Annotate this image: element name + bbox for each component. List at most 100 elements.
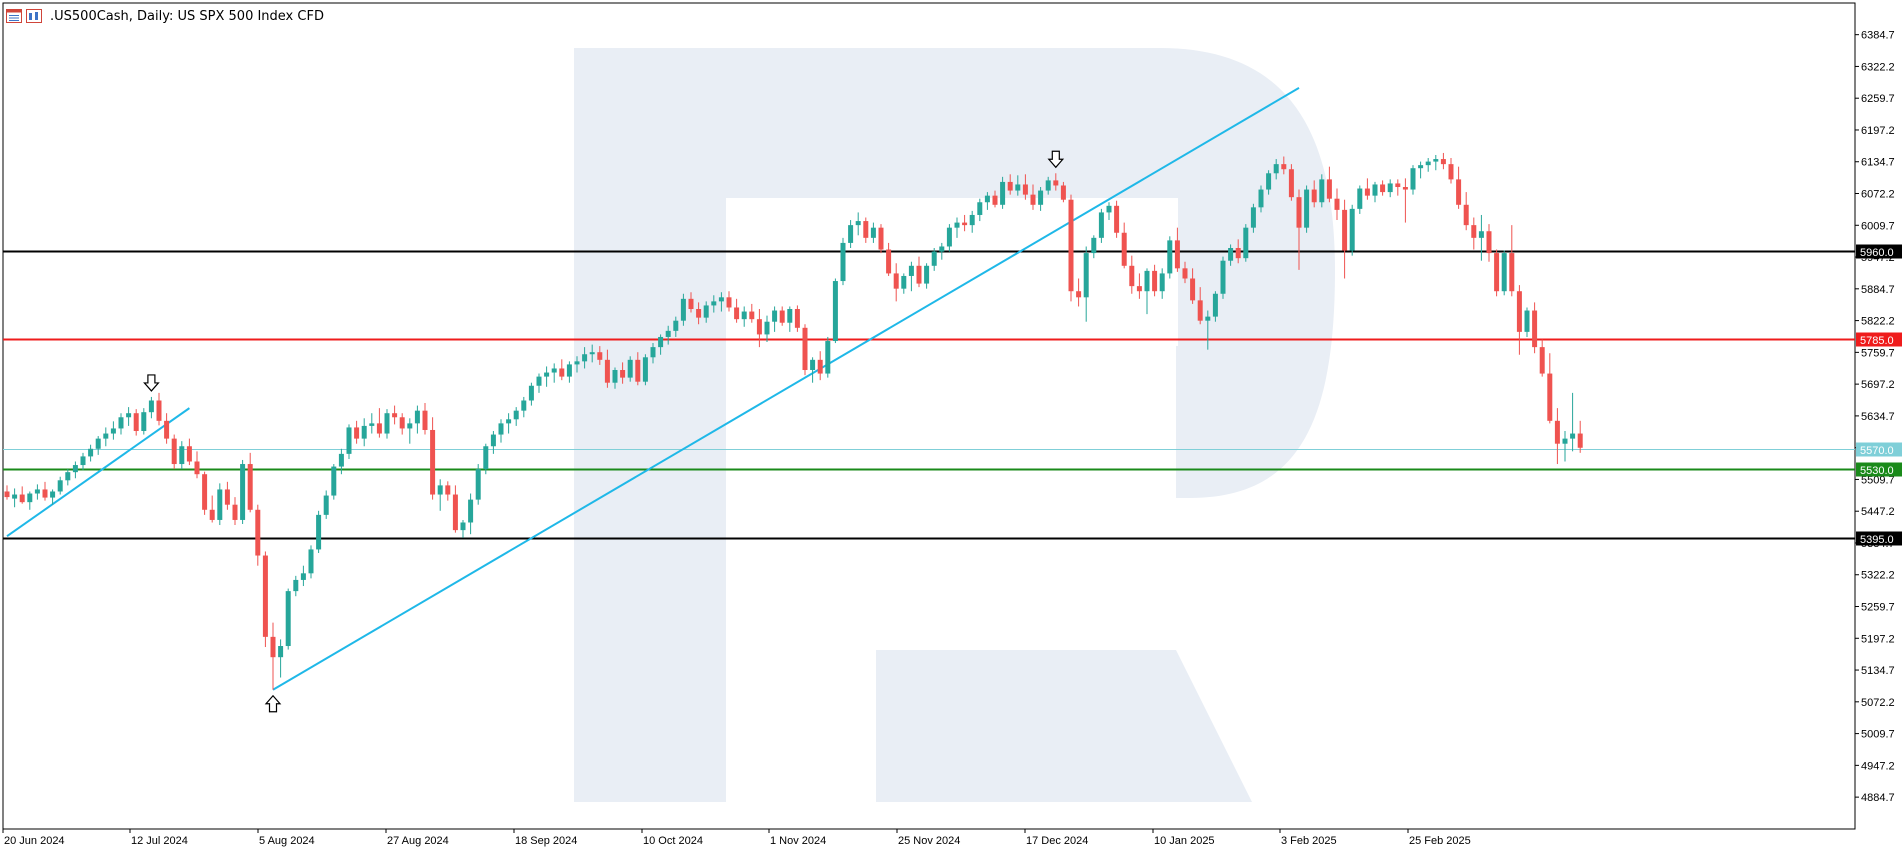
candle-body — [1273, 164, 1279, 174]
candle-body — [217, 489, 223, 520]
candle-body — [749, 311, 755, 320]
candle-body — [1395, 183, 1401, 188]
candle — [1425, 158, 1431, 172]
candle-body — [468, 499, 474, 523]
candle-body — [901, 275, 907, 289]
candle — [460, 519, 466, 538]
candle-body — [232, 504, 238, 520]
candle-body — [1410, 168, 1416, 190]
candle-body — [1509, 253, 1515, 292]
candle-body — [460, 522, 466, 531]
candle — [870, 222, 876, 243]
candle-body — [430, 429, 436, 495]
candle — [34, 484, 40, 500]
price-tick-label: 4884.7 — [1861, 792, 1895, 804]
time-axis[interactable]: 20 Jun 2024 12 Jul 2024 5 Aug 2024 27 Aug 2… — [2, 829, 1471, 847]
candle — [88, 444, 94, 462]
price-tick-label: 5447.2 — [1861, 506, 1895, 518]
chart-window-icon[interactable] — [6, 9, 22, 23]
candle-body — [772, 310, 778, 322]
candle-body — [734, 307, 740, 320]
candle — [392, 405, 398, 425]
candle-body — [589, 352, 595, 355]
candle — [278, 639, 284, 678]
candle — [300, 565, 306, 587]
candle — [1190, 268, 1196, 304]
candle — [1266, 170, 1272, 195]
candle-body — [414, 410, 420, 424]
candle — [764, 315, 770, 343]
candle-body — [1015, 184, 1021, 191]
candle — [984, 192, 990, 210]
candle — [422, 403, 428, 435]
candle-body — [1167, 240, 1173, 274]
candle — [734, 298, 740, 323]
candle-body — [642, 357, 648, 382]
candle-body — [1448, 164, 1454, 180]
time-tick-label: 5 Aug 2024 — [259, 835, 315, 847]
candle-body — [984, 195, 990, 203]
price-tick-label: 5259.7 — [1861, 602, 1895, 614]
candle-body — [1022, 184, 1028, 195]
candle — [810, 357, 816, 383]
candle-body — [1456, 179, 1462, 205]
arrow-down-icon[interactable] — [1047, 150, 1065, 169]
candle-body — [1243, 227, 1249, 259]
candle — [483, 443, 489, 475]
candle — [1212, 291, 1218, 322]
price-tick-label: 6072.2 — [1861, 189, 1895, 201]
candle — [232, 497, 238, 526]
candle — [498, 419, 504, 443]
candle — [620, 362, 626, 384]
candle-body — [407, 423, 413, 429]
candle-body — [27, 493, 33, 503]
candle — [42, 481, 48, 501]
price-tick-label: 4947.2 — [1861, 760, 1895, 772]
candle — [126, 407, 132, 426]
price-tick-label: 6134.7 — [1861, 157, 1895, 169]
candle — [1357, 185, 1363, 214]
candle — [855, 212, 861, 236]
candle-body — [893, 273, 899, 289]
arrow-up-icon[interactable] — [264, 694, 282, 713]
candle — [1030, 184, 1036, 210]
candle-body — [293, 579, 299, 592]
candle — [1091, 235, 1097, 259]
candle-body — [88, 448, 94, 457]
indicators-icon[interactable] — [26, 9, 42, 23]
price-axis[interactable]: 6384.7 6322.2 6259.7 6197.2 6134.7 6072.2 6009… — [1855, 30, 1895, 804]
price-tick-label: 6384.7 — [1861, 30, 1895, 42]
trendlines — [6, 87, 1300, 691]
candle — [1083, 246, 1089, 322]
candle-body — [848, 225, 854, 243]
candle — [1395, 179, 1401, 196]
candle-body — [1083, 253, 1089, 298]
candle-body — [338, 453, 344, 467]
candle — [1076, 278, 1082, 307]
arrow-down-icon[interactable] — [143, 374, 160, 392]
candle — [270, 622, 276, 690]
trendline-2[interactable] — [272, 87, 1300, 691]
candle — [650, 343, 656, 364]
candle-body — [156, 400, 162, 421]
level-tag-5785.0: 5785.0 — [1856, 332, 1902, 347]
candle — [1570, 392, 1576, 452]
candle-body — [764, 321, 770, 335]
signal-arrows — [143, 150, 1065, 713]
time-tick-label: 18 Sep 2024 — [515, 835, 577, 847]
candle-body — [1060, 185, 1066, 200]
candle — [848, 220, 854, 249]
candle-body — [437, 485, 443, 495]
candle-body — [536, 376, 542, 386]
candle-body — [1159, 273, 1165, 292]
candle-body — [1319, 179, 1325, 203]
level-tag-text: 5530.0 — [1860, 465, 1894, 477]
trendline-1[interactable] — [6, 407, 190, 538]
candle — [414, 405, 420, 434]
level-tag-text: 5570.0 — [1860, 445, 1894, 457]
candle — [194, 451, 200, 479]
candle-body — [422, 410, 428, 430]
candle — [1448, 158, 1454, 184]
candle — [1053, 173, 1059, 191]
